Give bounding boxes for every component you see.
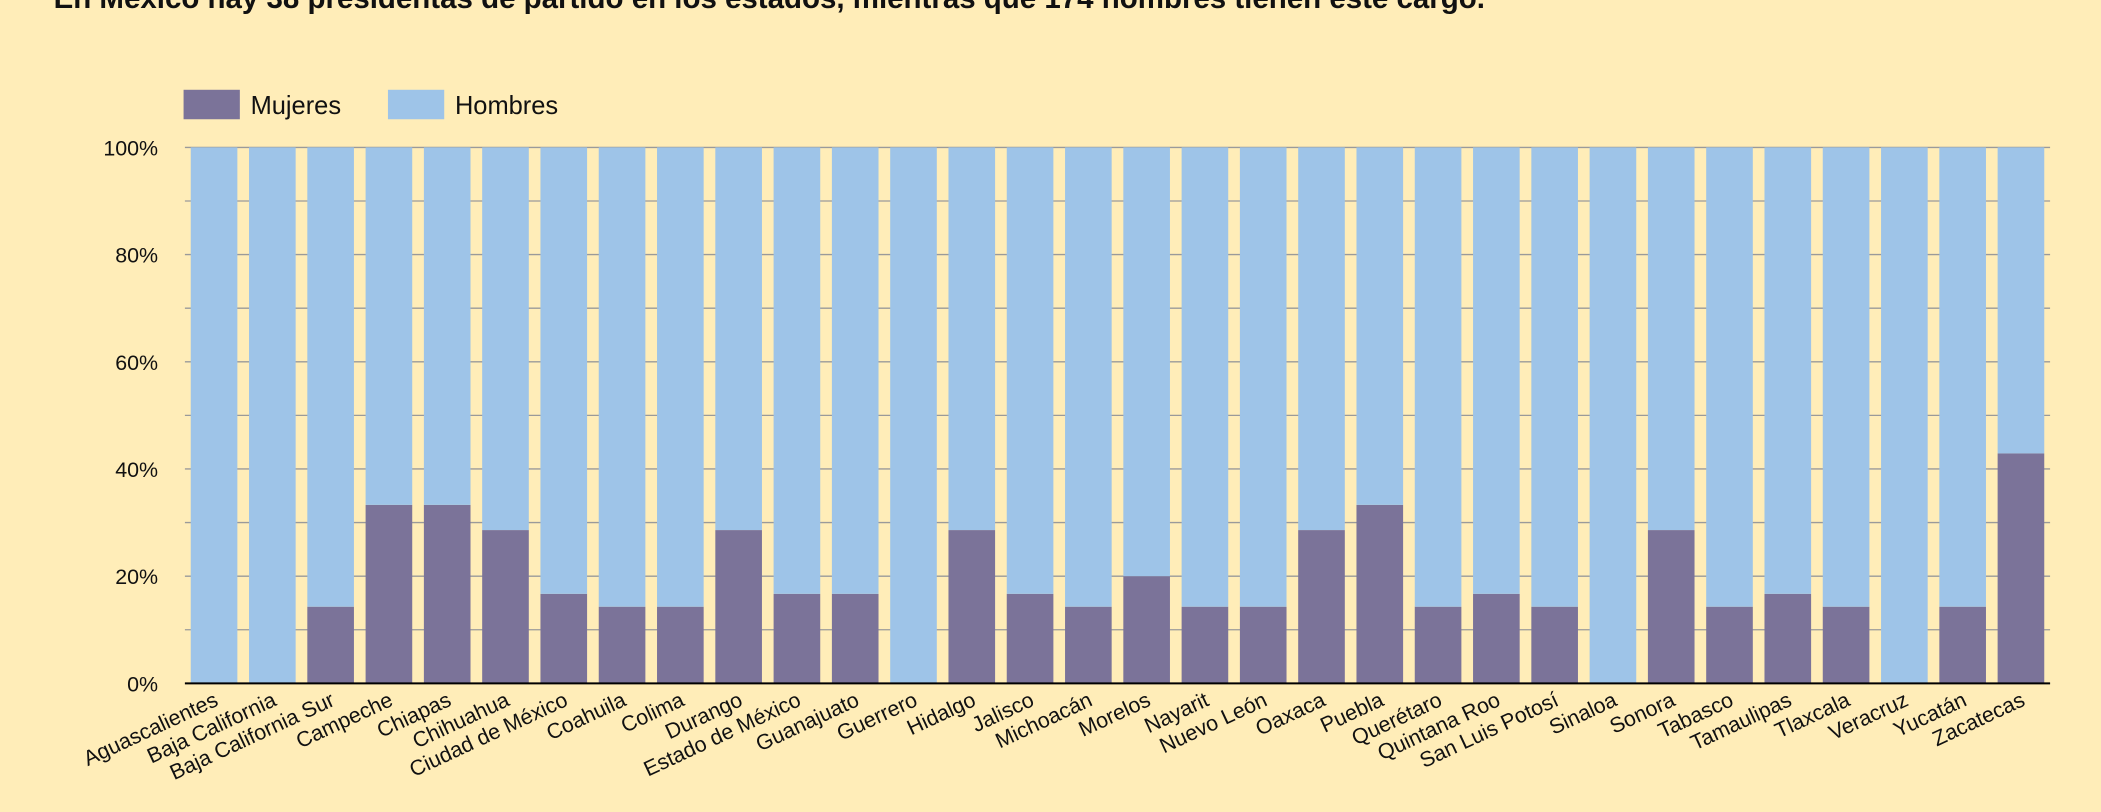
y-tick-label: 20% xyxy=(115,565,158,589)
bar-segment xyxy=(831,147,879,594)
bar-segment xyxy=(948,530,996,684)
bar-segment xyxy=(1065,606,1112,684)
bar-segment xyxy=(1647,147,1695,531)
bar-segment xyxy=(365,504,413,684)
legend-swatch xyxy=(183,89,240,120)
bar-segment xyxy=(890,147,937,684)
bar-segment xyxy=(1239,147,1287,607)
bar-segment xyxy=(1356,147,1404,505)
bar-segment xyxy=(773,147,821,594)
bar-segment xyxy=(1414,606,1462,684)
bar-segment xyxy=(1939,147,1986,607)
bar-segment xyxy=(540,593,588,684)
bar-segment xyxy=(365,147,413,505)
bar-segment xyxy=(1006,593,1054,684)
bar-segment xyxy=(1473,147,1520,594)
y-tick-label: 40% xyxy=(115,458,158,482)
bar-segment xyxy=(1822,606,1870,684)
y-tick-label: 100% xyxy=(103,136,158,160)
bar-segment xyxy=(249,147,296,684)
y-tick-label: 80% xyxy=(115,244,158,268)
legend-label: Hombres xyxy=(455,92,558,120)
bar-segment xyxy=(657,147,704,607)
bar-segment xyxy=(1764,147,1812,594)
bar-segment xyxy=(307,606,354,684)
bar-segment xyxy=(1181,606,1229,684)
bar-segment xyxy=(1997,147,2045,454)
bar-segment xyxy=(1997,453,2045,684)
bar-segment xyxy=(598,147,646,607)
bar-segment xyxy=(1531,606,1578,684)
bar-segment xyxy=(1589,147,1637,684)
legend-swatch xyxy=(387,89,445,120)
bar-segment xyxy=(307,147,354,607)
bar-segment xyxy=(482,147,529,531)
bar-segment xyxy=(482,530,529,684)
bar-segment xyxy=(773,593,821,684)
bar-segment xyxy=(1706,147,1753,607)
bar-segment xyxy=(1181,147,1229,607)
chart-title: En México hay 38 presidentas de partido … xyxy=(54,0,1485,15)
y-tick-label: 60% xyxy=(115,351,158,375)
bar-segment xyxy=(1414,147,1462,607)
bar-segment xyxy=(1298,530,1345,684)
bar-segment xyxy=(1123,147,1170,577)
y-tick-label: 0% xyxy=(127,672,158,696)
bar-segment xyxy=(1939,606,1986,684)
bar-segment xyxy=(1647,530,1695,684)
bar-segment xyxy=(1239,606,1287,684)
bar-segment xyxy=(423,504,471,684)
bar-segment xyxy=(1881,147,1928,684)
bar-segment xyxy=(657,606,704,684)
bar-segment xyxy=(1006,147,1054,594)
bar-segment xyxy=(1473,593,1520,684)
bar-segment xyxy=(1764,593,1812,684)
bar-segment xyxy=(831,593,879,684)
bar-segment xyxy=(1356,504,1404,684)
bar-segment xyxy=(1531,147,1578,607)
bar-segment xyxy=(1065,147,1112,607)
bar-segment xyxy=(1706,606,1753,684)
bar-segment xyxy=(948,147,996,531)
bar-segment xyxy=(1298,147,1345,531)
bar-segment xyxy=(715,147,762,531)
bar-segment xyxy=(423,147,471,505)
bar-segment xyxy=(715,530,762,684)
bar-segment xyxy=(598,606,646,684)
bar-segment xyxy=(1123,576,1170,684)
legend-label: Mujeres xyxy=(251,92,341,120)
bar-segment xyxy=(540,147,588,594)
bar-segment xyxy=(1822,147,1870,607)
bar-segment xyxy=(190,147,238,684)
